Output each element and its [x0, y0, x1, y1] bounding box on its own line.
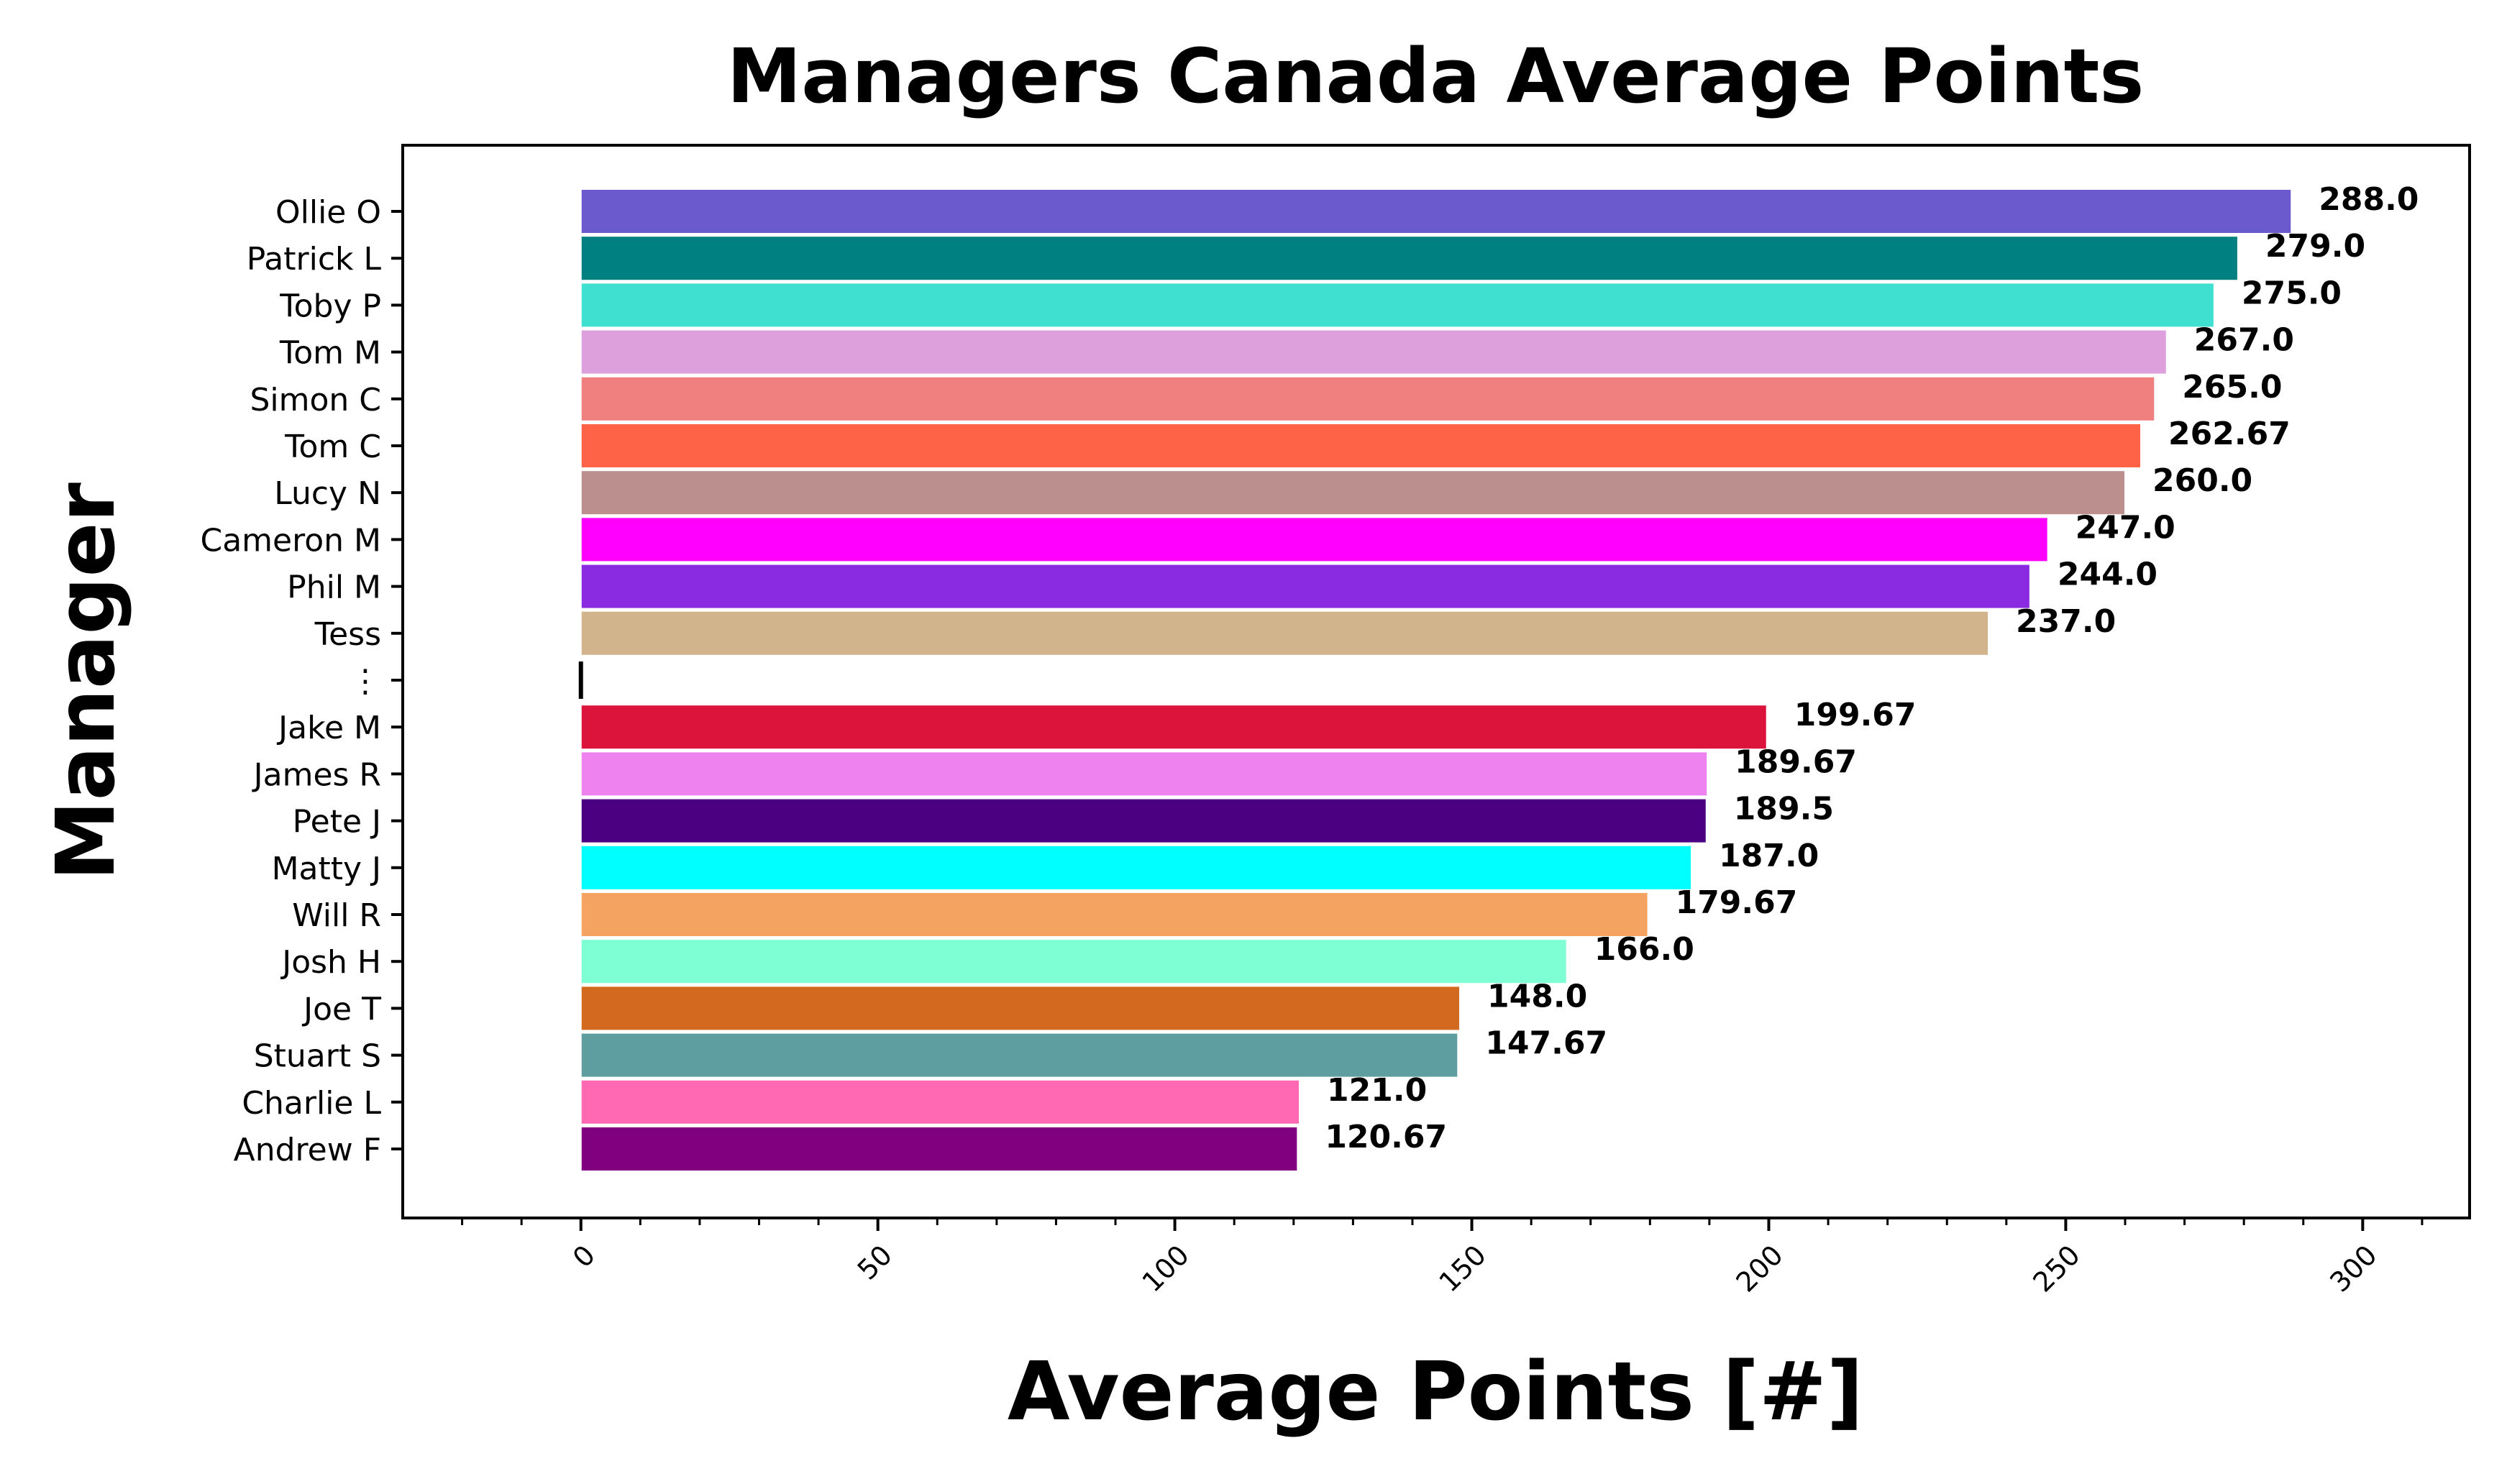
y-tick-label: Andrew F [234, 1132, 381, 1168]
value-label: 267.0 [2194, 322, 2294, 359]
y-tick-label: Lucy N [274, 475, 381, 512]
value-label: 262.67 [2168, 416, 2291, 452]
value-label: 166.0 [1594, 931, 1694, 968]
y-tick-label: Tom M [279, 335, 381, 372]
y-tick-label: Pete J [293, 804, 381, 841]
value-labels-group: 288.0 279.0 275.0 267.0 265.0 262.67 260.0 247.… [1325, 181, 2419, 1155]
y-tick-label: Will R [292, 897, 381, 934]
x-tick-label: 200 [1730, 1239, 1789, 1298]
x-tick-label: 150 [1433, 1239, 1492, 1298]
bar [580, 188, 2293, 234]
x-tick-label: 0 [567, 1239, 601, 1273]
value-label: 189.5 [1734, 791, 1834, 828]
value-label: 120.67 [1325, 1119, 1447, 1155]
y-tick-label: Patrick L [247, 241, 382, 278]
bar [580, 1126, 1299, 1172]
value-label: 121.0 [1327, 1072, 1427, 1109]
value-label: 179.67 [1676, 884, 1798, 921]
value-label: 288.0 [2319, 181, 2419, 218]
x-tick-label: 100 [1136, 1239, 1195, 1298]
bar [580, 704, 1768, 751]
y-tick-label: Tess [314, 616, 381, 653]
bar [580, 329, 2168, 375]
bar [580, 470, 2127, 516]
bar [580, 375, 2156, 422]
y-tick-label: Ollie O [275, 194, 381, 231]
x-tick-label: 300 [2324, 1239, 2383, 1298]
x-axis-title: Average Points [#] [1008, 1345, 1863, 1439]
gap-marker [578, 661, 583, 699]
value-label: 147.67 [1485, 1025, 1607, 1062]
bar [580, 423, 2142, 469]
bar [580, 844, 1693, 891]
bar [580, 797, 1707, 844]
value-label: 247.0 [2076, 509, 2175, 546]
y-tick-label: Phil M [287, 569, 381, 606]
y-tick-label: James R [252, 756, 381, 793]
bar [580, 516, 2049, 563]
bar [580, 938, 1568, 985]
bars-group [578, 188, 2293, 1172]
value-label: 199.67 [1794, 697, 1917, 733]
bar [580, 892, 1649, 938]
value-label: 265.0 [2182, 369, 2282, 406]
y-tick-label: ⋮ [350, 663, 381, 700]
y-tick-label: Stuart S [254, 1038, 381, 1075]
x-axis: 0 50 100 150 200 250 300 [461, 1218, 2424, 1298]
value-label: 148.0 [1487, 978, 1587, 1014]
bar [580, 1078, 1301, 1125]
bar [580, 1032, 1459, 1078]
value-label: 189.67 [1735, 743, 1857, 780]
y-tick-label: Joe T [301, 991, 381, 1027]
chart-title: Managers Canada Average Points [727, 32, 2145, 120]
value-label: 260.0 [2152, 462, 2252, 499]
value-label: 279.0 [2265, 228, 2365, 265]
bar [580, 563, 2031, 610]
bar [580, 235, 2239, 282]
y-tick-label: Tom C [284, 429, 381, 465]
y-tick-label: Charlie L [242, 1085, 381, 1122]
bar [580, 610, 1990, 656]
value-label: 275.0 [2242, 275, 2342, 311]
bar [580, 282, 2215, 329]
y-tick-label: Josh H [280, 944, 381, 981]
value-label: 187.0 [1719, 838, 1819, 874]
bar [580, 751, 1709, 797]
value-label: 237.0 [2016, 603, 2116, 640]
value-label: 244.0 [2058, 556, 2157, 593]
y-tick-label: Toby P [279, 288, 381, 324]
y-tick-label: Jake M [276, 710, 381, 746]
y-tick-label: Matty J [272, 851, 381, 887]
y-tick-label: Simon C [250, 382, 381, 418]
bar [580, 985, 1461, 1032]
y-axis-title: Manager [40, 482, 133, 881]
x-tick-label: 250 [2027, 1239, 2086, 1298]
y-tick-label: Cameron M [201, 522, 382, 559]
y-axis: Ollie O Patrick L Toby P Tom M Simon C Tom C L… [201, 194, 403, 1168]
x-tick-label: 50 [851, 1239, 898, 1286]
